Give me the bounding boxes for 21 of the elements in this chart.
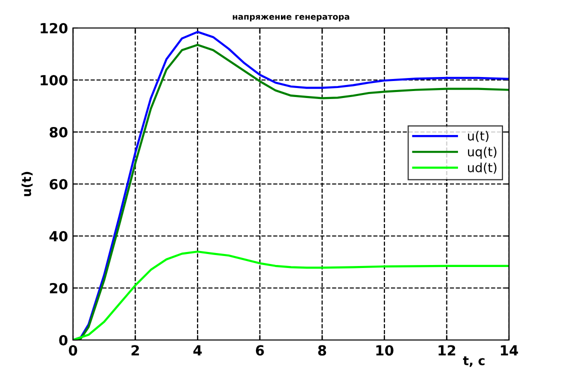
legend-label: u(t): [468, 130, 488, 142]
legend-label: uq(t): [468, 146, 496, 159]
legend-label: ud(t): [468, 162, 496, 174]
x-tick-label: 4: [193, 345, 202, 356]
y-tick-label: 120: [40, 22, 68, 34]
y-tick-label: 20: [50, 282, 68, 294]
chart-title: напряжение генератора: [232, 15, 350, 22]
x-tick-label: 2: [132, 345, 139, 356]
y-axis-title: u(t): [22, 172, 33, 196]
x-tick-label: 10: [376, 345, 394, 356]
y-tick-label: 40: [49, 230, 68, 242]
x-tick-label: 8: [318, 345, 326, 356]
x-axis-title: t, c: [463, 356, 485, 367]
x-tick-label: 14: [500, 345, 518, 356]
x-tick-label: 0: [68, 345, 78, 356]
x-tick-label: 6: [256, 345, 264, 356]
x-tick-label: 12: [438, 345, 456, 356]
y-tick-label: 100: [40, 74, 68, 86]
y-tick-label: 60: [50, 178, 68, 190]
y-tick-label: 80: [50, 126, 68, 138]
y-tick-label: 0: [59, 334, 68, 346]
